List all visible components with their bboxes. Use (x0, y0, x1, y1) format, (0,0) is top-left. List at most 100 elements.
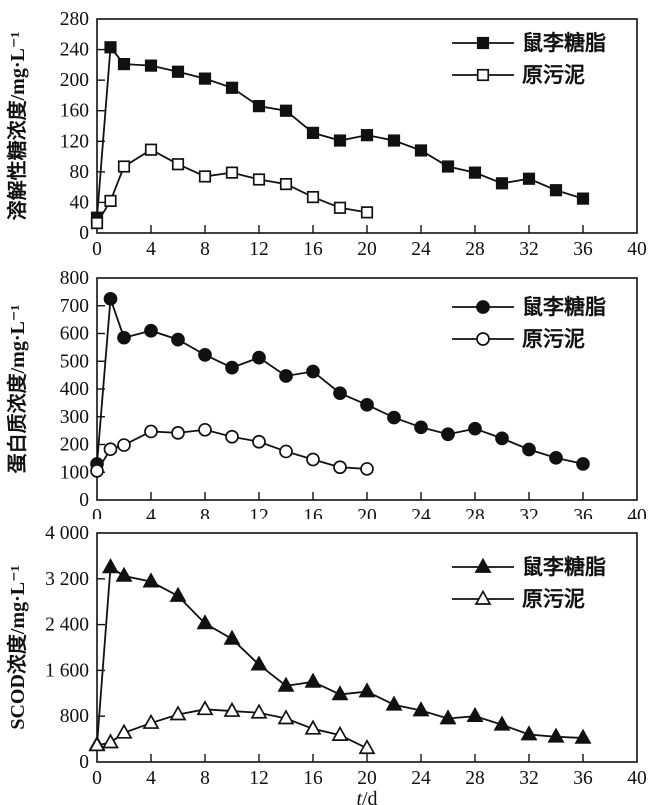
x-tick-label: 40 (627, 506, 647, 519)
data-point (549, 450, 563, 465)
data-point (306, 126, 320, 139)
legend-label: 原污泥 (522, 327, 585, 351)
data-point (441, 160, 455, 173)
y-axis-title: SCOD浓度/mg·L⁻¹ (5, 565, 29, 729)
y-axis-title: 蛋白质浓度/mg·L⁻¹ (5, 305, 29, 474)
data-point (333, 386, 347, 401)
x-tick-label: 16 (303, 506, 323, 519)
legend-marker (476, 300, 490, 314)
y-tick-label: 0 (79, 490, 89, 511)
y-tick-label: 2 400 (45, 615, 89, 636)
data-point (252, 173, 266, 186)
y-tick-label: 3 200 (45, 569, 89, 590)
y-tick-label: 240 (60, 40, 89, 61)
data-point (468, 421, 482, 436)
data-point (279, 444, 293, 459)
chart-svg: 0 40 80 120 160 200 240 280 0 4 8 12 16 20 24 28 32 36 40 溶… (5, 9, 647, 260)
data-point (252, 100, 266, 113)
data-point (439, 709, 457, 725)
x-tick-label: 12 (249, 239, 269, 260)
data-point (169, 705, 187, 721)
x-tick-label: 20 (357, 768, 377, 789)
x-tick-label: 28 (465, 506, 485, 519)
data-point (117, 57, 131, 71)
legend-marker (476, 332, 490, 346)
chart-svg: 0 800 1 600 2 400 3 200 4 000 0 4 8 12 16 20 24 28 32 3… (5, 523, 647, 805)
series-line (96, 565, 584, 745)
y-tick-label: 280 (60, 9, 89, 30)
x-tick-label: 32 (519, 768, 539, 789)
data-point (414, 420, 428, 435)
y-tick-label: 400 (60, 379, 89, 400)
data-point (169, 586, 187, 602)
x-tick-label: 16 (303, 768, 323, 789)
data-point (196, 614, 214, 630)
x-axis: 0 4 8 12 16 20 24 28 32 36 40 (92, 492, 647, 527)
data-point (144, 424, 158, 439)
data-point (250, 655, 268, 671)
data-point (358, 739, 376, 755)
legend-label: 原污泥 (522, 587, 585, 611)
y-axis: 0 100 200 300 400 500 600 700 800 (60, 268, 105, 511)
data-point (493, 715, 511, 731)
legend-entry-rhamnolipid: 鼠李糖脂 (452, 555, 606, 579)
y-axis: 0 800 1 600 2 400 3 200 4 000 (45, 523, 105, 773)
x-tick-label: 0 (92, 506, 102, 519)
data-point (387, 134, 401, 147)
data-point (360, 462, 374, 476)
data-point (331, 725, 349, 741)
data-point (171, 65, 185, 78)
data-point (223, 629, 241, 645)
data-point (360, 129, 374, 142)
x-tick-label: 12 (249, 506, 269, 519)
data-point (171, 332, 185, 347)
data-point (102, 558, 119, 574)
data-point (144, 143, 158, 156)
data-point (279, 369, 293, 383)
data-point (306, 190, 320, 204)
data-point (142, 713, 160, 729)
data-point (250, 703, 268, 719)
data-point (90, 464, 104, 478)
legend-marker (476, 68, 490, 82)
legend-entry-raw-sludge: 原污泥 (452, 327, 585, 351)
data-point (171, 425, 185, 440)
y-tick-label: 300 (60, 407, 89, 428)
data-point (198, 72, 212, 85)
y-tick-label: 600 (60, 324, 89, 345)
x-tick-label: 24 (411, 506, 431, 519)
series-line (96, 148, 368, 224)
y-tick-label: 0 (79, 752, 89, 773)
y-tick-label: 160 (60, 101, 89, 122)
data-point (279, 104, 293, 117)
legend-marker (476, 36, 490, 50)
data-point (103, 442, 118, 457)
x-tick-label: 12 (249, 768, 269, 789)
x-tick-label: 16 (303, 239, 323, 260)
chart-panel-protein: 0 100 200 300 400 500 600 700 800 0 4 8 12 16 20 24 28 32… (0, 267, 659, 527)
data-point (360, 206, 374, 219)
y-tick-label: 800 (60, 268, 89, 289)
data-point (360, 397, 374, 412)
data-point (387, 410, 401, 425)
data-point (495, 177, 509, 190)
data-point (117, 160, 131, 173)
data-point (103, 291, 118, 306)
data-point (277, 709, 295, 725)
series-raw-sludge (88, 700, 376, 755)
y-tick-label: 80 (70, 162, 90, 183)
data-point (252, 434, 266, 449)
data-point (252, 350, 266, 365)
x-axis: 0 4 8 12 16 20 24 28 32 36 40 (92, 754, 647, 789)
y-tick-label: 1 600 (45, 660, 89, 681)
series-raw-sludge (90, 143, 374, 230)
y-tick-label: 100 (60, 462, 89, 483)
data-point (223, 701, 241, 717)
legend-label: 鼠李糖脂 (522, 295, 606, 319)
legend-entry-raw-sludge: 原污泥 (452, 63, 585, 87)
x-tick-label: 32 (519, 239, 539, 260)
y-tick-label: 200 (60, 70, 89, 91)
